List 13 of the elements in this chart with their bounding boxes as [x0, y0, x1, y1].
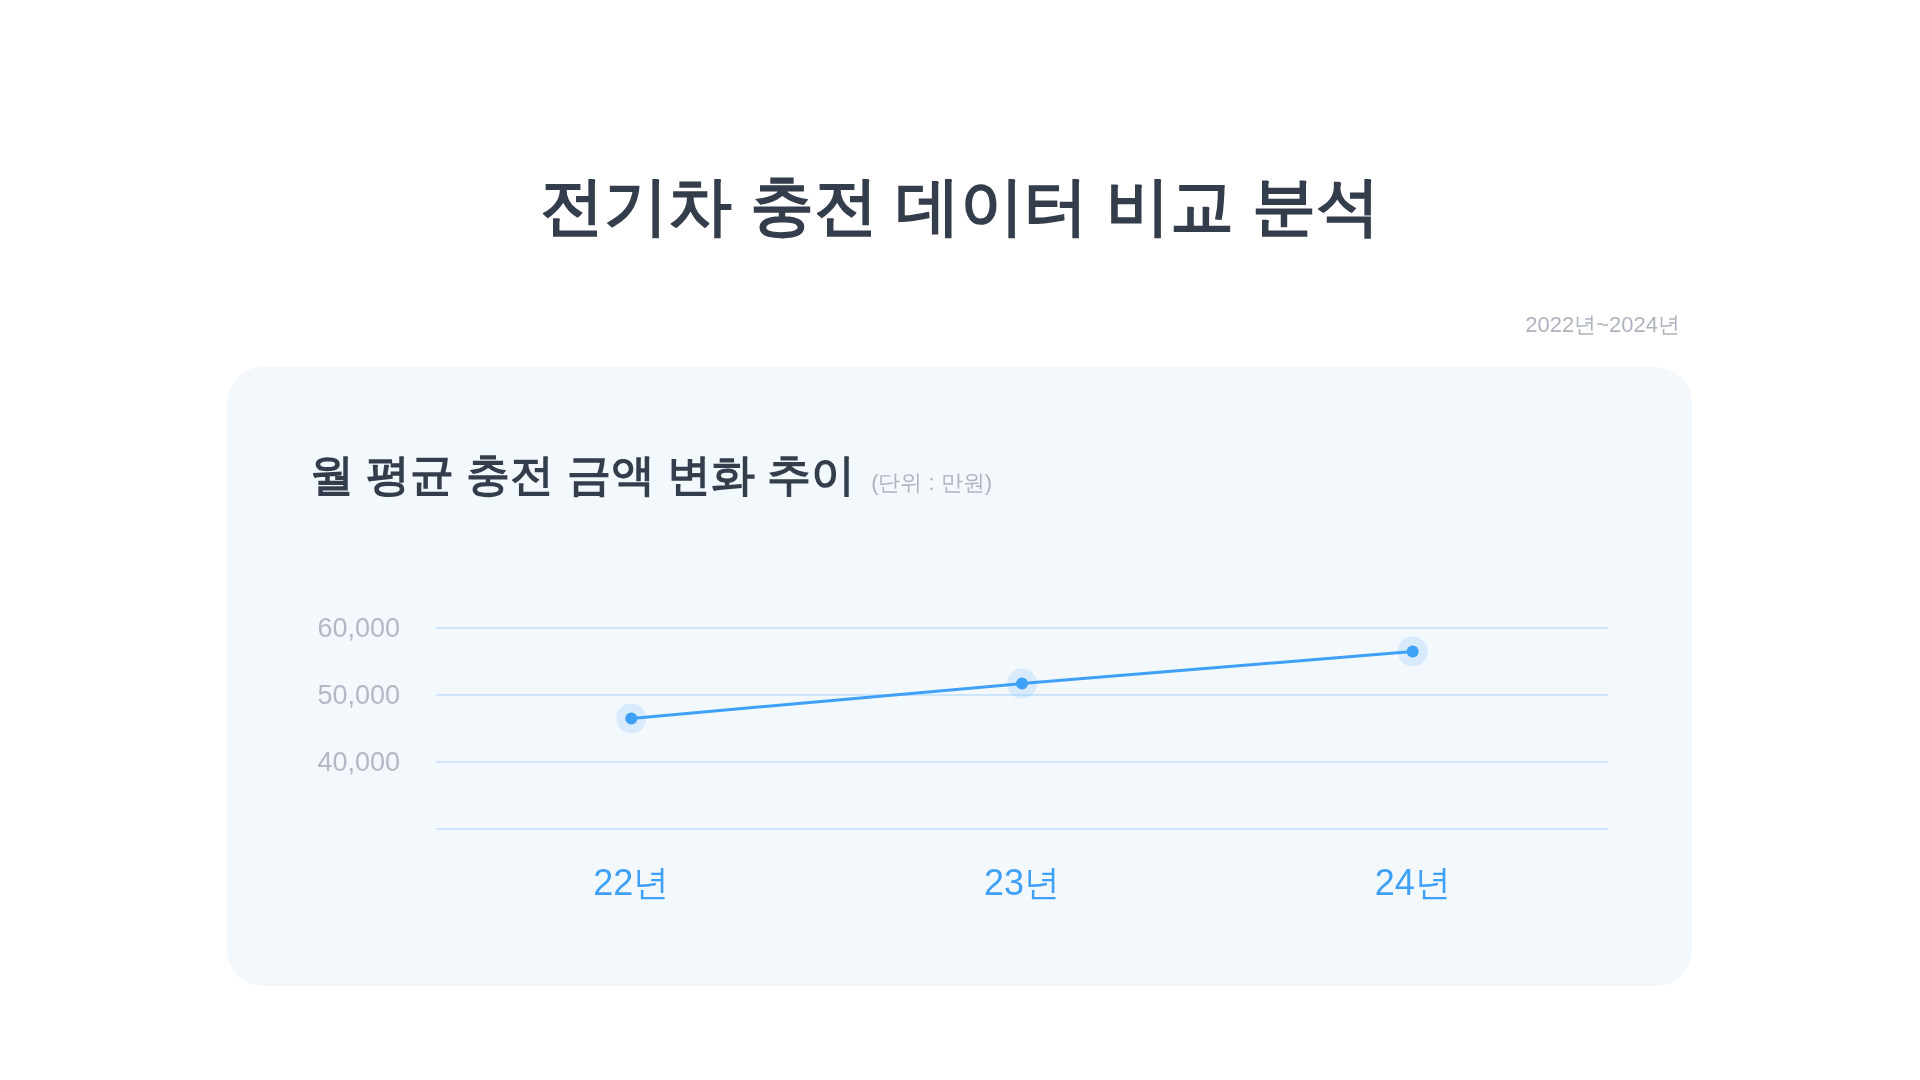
point: [1397, 636, 1428, 667]
text: 2022년~2024년: [1525, 312, 1680, 337]
text: (단위 : 만원): [871, 470, 993, 495]
y-tick-label: 60,000: [317, 613, 400, 643]
chart-subtitle: 월 평균 충전 금액 변화 추이: [310, 450, 856, 499]
point: [616, 703, 647, 734]
x-tick-label: 24년: [1374, 862, 1451, 903]
y-tick-label: 40,000: [317, 747, 400, 777]
point: [1007, 668, 1037, 699]
chart-title: 전기차 충전 데이터 비교 분석: [540, 170, 1380, 242]
x-tick-label: 23년: [983, 862, 1061, 903]
x-tick-label: 22년: [593, 862, 670, 903]
y-tick-label: 50,000: [317, 680, 400, 710]
